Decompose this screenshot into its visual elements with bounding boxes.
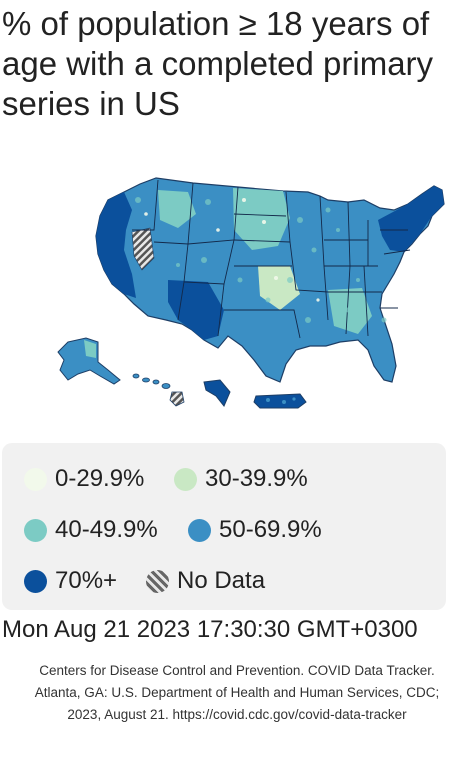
us-county-map[interactable] [28,170,458,430]
legend-label: 70%+ [55,567,118,594]
legend-item: 30-39.9% [174,465,308,493]
legend-item: 40-49.9% [24,516,158,544]
legend-label: 30-39.9% [205,465,308,492]
region-mountain-west [158,190,196,228]
legend-item: 70%+ [24,567,117,595]
legend-swatch [24,467,47,491]
alaska-shape[interactable] [57,337,121,385]
legend-label: 0-29.9% [55,465,145,492]
legend-swatch [188,518,211,542]
alaska-region [84,340,96,358]
legend-swatch-no-data [146,569,169,593]
legend: 0-29.9% 30-39.9% 40-49.9% 50-69.9% 70%+ … [2,443,446,610]
legend-item: 50-69.9% [188,516,322,544]
county-texture-light [144,198,320,302]
hawaii-shape[interactable] [132,373,185,407]
legend-item: 0-29.9% [24,465,144,493]
legend-swatch [174,467,197,491]
legend-label: 50-69.9% [219,516,322,543]
legend-swatch [24,518,47,542]
county-texture [135,197,387,323]
puerto-rico-texture [266,397,296,404]
region-west-coast [96,192,136,298]
timestamp: Mon Aug 21 2023 17:30:30 GMT+0300 [2,616,418,643]
territory-shape[interactable] [203,379,231,407]
legend-swatch [24,569,47,593]
citation-line: Centers for Disease Control and Preventi… [39,663,435,678]
puerto-rico-shape[interactable] [253,393,307,409]
title: % of population ≥ 18 years of age with a… [2,5,434,122]
region-northern-plains [233,188,290,250]
citation-line: Atlanta, GA: U.S. Department of Health a… [34,685,440,700]
citation: Centers for Disease Control and Preventi… [0,660,474,726]
legend-label: 40-49.9% [55,516,158,543]
legend-item: No Data [146,567,265,595]
citation-line[interactable]: 2023, August 21. https://covid.cdc.gov/c… [67,707,407,722]
region-northeast [378,186,444,252]
region-nevada [131,227,155,271]
legend-label: No Data [177,567,266,594]
